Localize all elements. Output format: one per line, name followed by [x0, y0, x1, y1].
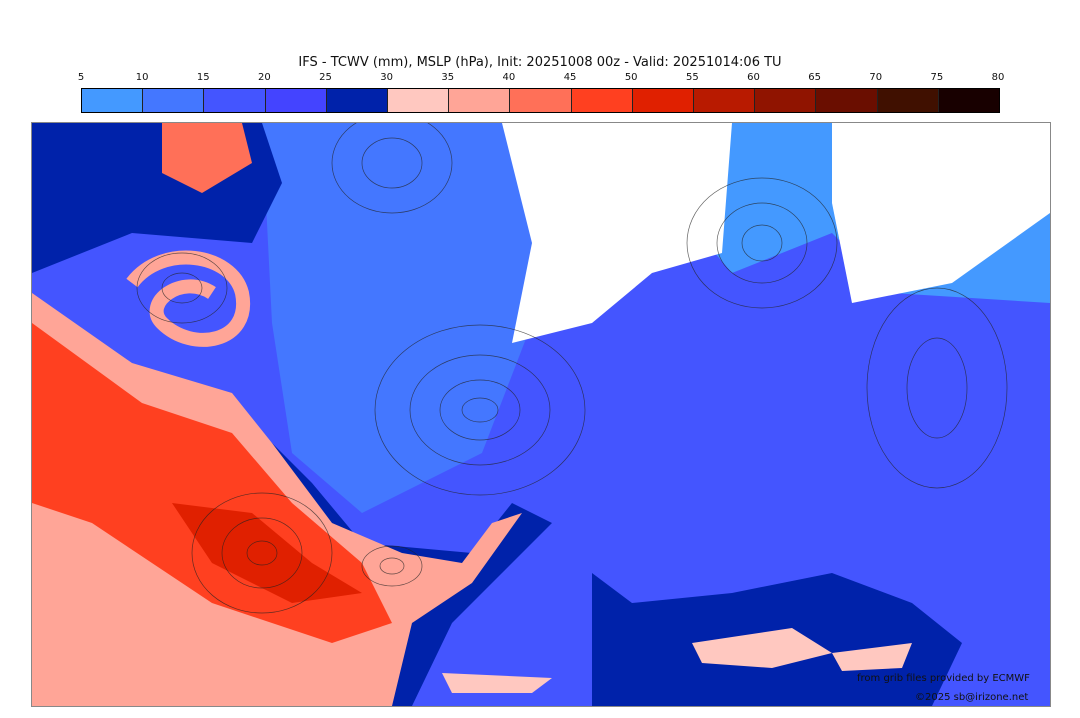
- light-blue-region: [262, 123, 552, 513]
- colorbar-bin: [82, 89, 144, 112]
- colorbar-bin: [632, 89, 695, 112]
- colorbar-tick: 30: [380, 72, 394, 83]
- colorbar-tick: 55: [685, 72, 699, 83]
- colorbar-bin: [816, 89, 878, 112]
- cyclone-swirl: [126, 250, 251, 347]
- colorbar-tick: 25: [319, 72, 332, 83]
- map-title: IFS - TCWV (mm), MSLP (hPa), Init: 20251…: [298, 55, 782, 70]
- source-credit: from grib files provided by ECMWF: [857, 673, 1030, 684]
- colorbar-tick: 40: [502, 72, 516, 83]
- red-region: [172, 503, 362, 603]
- colorbar-tick: 10: [135, 72, 149, 83]
- colorbar-tick: 80: [991, 72, 1005, 83]
- colorbar-bin: [877, 89, 939, 112]
- colorbar-bin: [755, 89, 817, 112]
- colorbar-tick: 45: [563, 72, 577, 83]
- colorbar-tick: 15: [196, 72, 210, 83]
- weather-map: [31, 122, 1051, 707]
- colorbar-tick: 35: [441, 72, 455, 83]
- colorbar-bin: [694, 89, 756, 112]
- colorbar-bin: [510, 89, 572, 112]
- arctic-white: [832, 123, 1050, 303]
- colorbar-tick: 60: [747, 72, 760, 83]
- colorbar-tick: 65: [808, 72, 821, 83]
- colorbar: [81, 88, 1000, 113]
- isobars: [136, 123, 1008, 614]
- colorbar-bin: [204, 89, 266, 112]
- colorbar-bin: [449, 89, 511, 112]
- pink-patches: [442, 628, 912, 693]
- colorbar-bin: [571, 89, 633, 112]
- arctic-white: [502, 123, 732, 343]
- colorbar-bin: [265, 89, 327, 112]
- colorbar-bin: [388, 89, 450, 112]
- colorbar-tick: 75: [930, 72, 944, 83]
- pink-region: [162, 123, 252, 193]
- copyright: ©2025 sb@irizone.net: [915, 692, 1029, 703]
- colorbar-tick: 70: [869, 72, 883, 83]
- colorbar-tick: 5: [77, 72, 85, 83]
- colorbar-bin: [326, 89, 389, 112]
- colorbar-bin: [938, 89, 1000, 112]
- colorbar-tick: 20: [258, 72, 271, 83]
- colorbar-bin: [143, 89, 205, 112]
- colorbar-tick: 50: [624, 72, 638, 83]
